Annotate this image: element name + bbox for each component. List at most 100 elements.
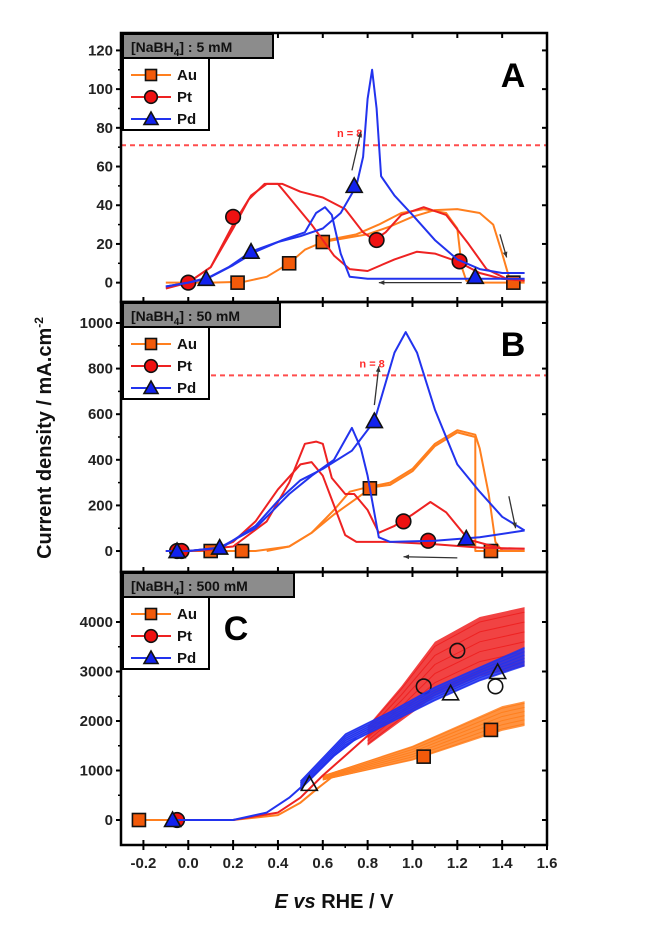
- legend-marker-pd: [142, 379, 160, 395]
- legend-label-pd: Pd: [177, 650, 196, 667]
- noise-trace: [367, 611, 525, 728]
- marker-pd: [365, 411, 384, 429]
- panel-b: n = 8 0 200 400 600 800 1000 [NaBH4] : 50 mM Au P…: [80, 300, 549, 574]
- concentration-value: ] : 50 mM: [179, 308, 240, 324]
- noise-trace: [300, 661, 525, 789]
- legend-marker-pt: [143, 358, 159, 374]
- legend-marker-pt: [143, 628, 159, 644]
- legend-label-pd: Pd: [177, 111, 196, 128]
- x-tick-label: -0.2: [130, 855, 156, 872]
- marker-pd: [299, 774, 319, 792]
- y-tick-label: 1000: [80, 763, 113, 780]
- y-tick-label: 1000: [80, 315, 113, 332]
- marker-pd: [167, 541, 187, 559]
- marker-pd: [456, 528, 476, 546]
- y-tick-label: 20: [96, 236, 113, 253]
- noise-trace: [322, 719, 525, 780]
- marker-pt: [449, 642, 466, 659]
- y-tick-label: 0: [105, 275, 113, 292]
- legend-label-pt: Pt: [177, 89, 192, 106]
- panel-letter-b: B: [501, 326, 526, 364]
- panel-letter-a: A: [501, 57, 526, 95]
- curve-pd: [165, 68, 525, 288]
- legend-marker-pd: [142, 649, 160, 665]
- marker-pd: [441, 683, 460, 701]
- n8-label: n = 8: [359, 358, 384, 370]
- x-tick-label: 1.6: [537, 855, 558, 872]
- plot-area: n = 8: [121, 331, 547, 560]
- concentration-label: [NaBH4] : 50 mM: [131, 308, 240, 328]
- legend: Au Pt Pd: [122, 596, 210, 670]
- concentration-value: ] : 500 mM: [179, 578, 247, 594]
- arrow-head: [502, 251, 508, 258]
- concentration-species: [NaBH: [131, 578, 174, 594]
- y-tick-label: 200: [88, 497, 113, 514]
- panel-frame: [119, 570, 549, 847]
- noise-trace: [322, 706, 525, 778]
- marker-pd: [241, 242, 261, 259]
- marker-pt: [395, 513, 412, 530]
- x-axis-title-e: E: [275, 891, 289, 913]
- concentration-box: [122, 572, 295, 598]
- x-tick-label: 0.0: [178, 855, 199, 872]
- marker-pd: [488, 662, 508, 680]
- marker-pt: [368, 231, 385, 249]
- noise-trace: [300, 651, 525, 784]
- y-axis-title-main: Current density / mA.cm: [34, 328, 56, 559]
- arrow-head: [512, 522, 517, 529]
- concentration-species: [NaBH: [131, 308, 174, 324]
- noise-trace: [322, 702, 525, 777]
- marker-au: [230, 275, 245, 290]
- scan-direction-arrow: [373, 366, 380, 406]
- concentration-header: [NaBH4] : 5 mM: [122, 33, 274, 59]
- series-pd: [165, 331, 526, 559]
- legend-label-pt: Pt: [177, 358, 192, 375]
- concentration-subscript: 4: [174, 48, 180, 59]
- concentration-label: [NaBH4] : 500 mM: [131, 578, 248, 598]
- plot-area: n = 8: [121, 68, 547, 291]
- x-axis-title-vs: vs: [293, 891, 315, 913]
- x-tick-label: 1.0: [402, 855, 423, 872]
- y-tick-label: 100: [88, 81, 113, 98]
- concentration-subscript: 4: [174, 317, 180, 328]
- concentration-subscript: 4: [174, 587, 180, 598]
- legend: Au Pt Pd: [122, 326, 210, 400]
- legend-marker-au: [144, 337, 158, 351]
- concentration-header: [NaBH4] : 500 mM: [122, 572, 295, 598]
- y-tick-label: 0: [105, 543, 113, 560]
- curve-au: [165, 208, 521, 284]
- marker-pd: [196, 269, 216, 287]
- legend-marker-au: [144, 68, 158, 82]
- legend-marker-pt: [143, 89, 159, 105]
- x-axis: -0.2 0.0 0.2 0.4 0.6 0.8 1.0 1.2 1.4 1.6: [130, 845, 557, 872]
- plot-area: [131, 607, 525, 829]
- scan-direction-arrow: [351, 131, 362, 171]
- marker-pd: [210, 537, 230, 555]
- series-pd: [163, 646, 525, 828]
- y-tick-label: 3000: [80, 663, 113, 680]
- n8-label: n = 8: [337, 128, 362, 140]
- legend-label-pd: Pd: [177, 380, 196, 397]
- noise-trace: [322, 715, 525, 779]
- marker-au: [416, 749, 431, 764]
- y-tick-label: 800: [88, 361, 113, 378]
- y-tick-label: 4000: [80, 614, 113, 631]
- x-axis-title: E vs RHE / V: [275, 891, 395, 913]
- x-tick-label: 1.2: [447, 855, 468, 872]
- noise-band-au: [322, 701, 525, 781]
- noise-trace: [300, 654, 525, 785]
- concentration-header: [NaBH4] : 50 mM: [122, 302, 281, 328]
- arrow-head: [403, 554, 410, 560]
- series-au: [131, 701, 525, 828]
- concentration-value: ] : 5 mM: [179, 39, 232, 55]
- noise-trace: [322, 711, 525, 778]
- series-pd: [165, 68, 525, 288]
- marker-pd: [163, 810, 182, 828]
- y-tick-label: 120: [88, 42, 113, 59]
- y-tick-label: 0: [105, 812, 113, 829]
- marker-pd: [465, 267, 485, 285]
- marker-au: [131, 812, 147, 828]
